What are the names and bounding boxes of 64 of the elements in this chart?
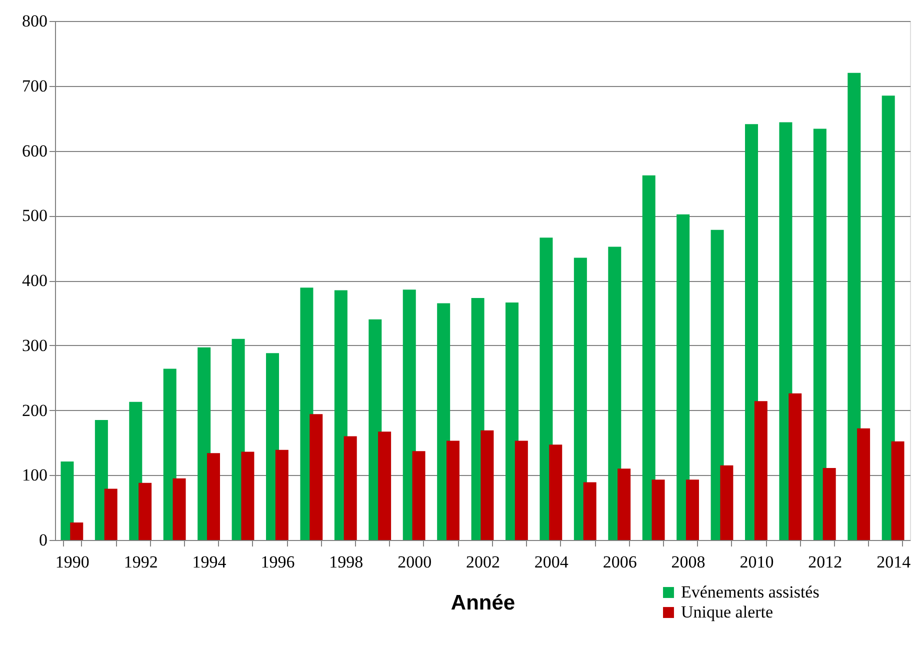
bar — [720, 465, 734, 540]
x-tick-label: 2000 — [398, 552, 432, 572]
bar — [642, 175, 656, 540]
y-tick-label: 400 — [22, 271, 48, 290]
bar — [70, 522, 84, 540]
x-tick-label: 1998 — [329, 552, 364, 572]
bar — [574, 258, 587, 540]
legend-label: Evénements assistés — [681, 582, 820, 602]
bar — [378, 432, 392, 540]
bar — [754, 401, 768, 540]
y-tick-label: 800 — [22, 12, 48, 30]
bar — [163, 368, 176, 540]
x-tick-label: 2008 — [671, 552, 706, 572]
y-tick-label: 700 — [22, 76, 48, 96]
bar — [480, 430, 494, 540]
bar — [446, 440, 460, 540]
bar — [822, 468, 836, 540]
bar — [583, 482, 596, 540]
bar — [344, 436, 357, 540]
bar — [891, 441, 904, 540]
bar — [138, 482, 152, 540]
x-tick-label: 2006 — [602, 552, 637, 572]
bar — [412, 451, 426, 540]
bar — [608, 246, 622, 540]
bar — [60, 462, 74, 540]
bar — [549, 444, 562, 540]
x-tick-label: 2002 — [466, 552, 500, 572]
bar — [676, 214, 690, 540]
y-tick-label: 300 — [22, 336, 48, 355]
bar — [710, 230, 724, 540]
bar — [813, 128, 826, 540]
bar — [745, 124, 758, 540]
y-tick-label: 600 — [22, 141, 48, 160]
x-tick-label: 2012 — [808, 552, 842, 572]
y-tick-label: 500 — [22, 206, 48, 226]
bar — [686, 480, 699, 540]
bar — [402, 290, 416, 540]
x-tick-label: 2004 — [534, 552, 569, 572]
bar — [779, 122, 792, 540]
bar — [882, 96, 895, 540]
x-tick-label: 1994 — [192, 552, 227, 572]
bar — [857, 428, 870, 540]
bar — [206, 453, 220, 540]
bar — [310, 414, 323, 540]
x-tick-label: 2014 — [876, 552, 912, 572]
x-tick-label: 1990 — [55, 552, 90, 572]
x-tick-label: 2010 — [740, 552, 774, 572]
x-axis-title: Année — [450, 592, 516, 614]
bar — [848, 72, 861, 540]
bar — [172, 478, 186, 540]
y-tick-label: 200 — [22, 400, 48, 420]
bar — [618, 468, 631, 540]
bar — [540, 238, 553, 540]
bar — [241, 452, 254, 540]
legend-label: Unique alerte — [681, 602, 774, 622]
y-tick-label: 100 — [22, 466, 48, 485]
bar — [788, 393, 802, 540]
x-tick-label: 1996 — [260, 552, 295, 572]
x-tick-label: 1992 — [124, 552, 158, 572]
bar — [514, 440, 528, 540]
bar — [275, 450, 288, 540]
bar — [652, 480, 665, 540]
bar — [104, 488, 118, 540]
y-tick-label: 0 — [39, 530, 48, 550]
